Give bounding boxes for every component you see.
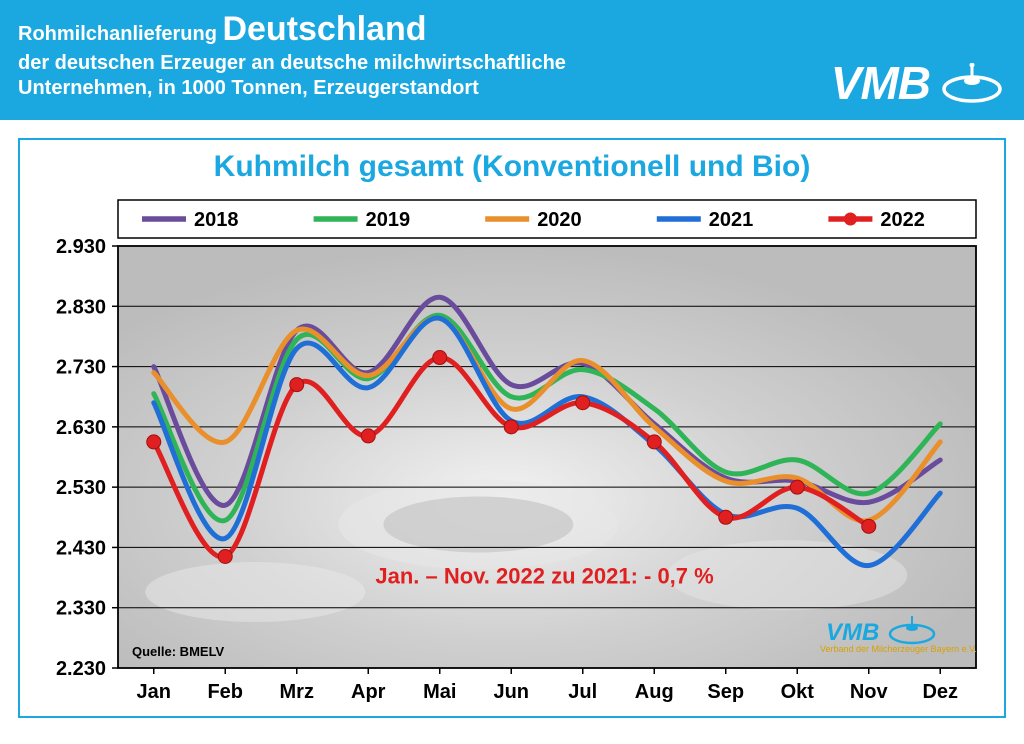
- vmb-logo-text: VMB: [831, 56, 930, 110]
- header-big: Deutschland: [222, 10, 426, 48]
- svg-text:2.930: 2.930: [56, 236, 106, 258]
- svg-text:2.730: 2.730: [56, 357, 106, 379]
- svg-text:Nov: Nov: [850, 681, 889, 703]
- svg-text:2019: 2019: [366, 209, 411, 231]
- svg-text:VMB: VMB: [826, 619, 879, 646]
- svg-text:2.230: 2.230: [56, 658, 106, 680]
- svg-text:2022: 2022: [880, 209, 925, 231]
- chart-title: Kuhmilch gesamt (Konventionell und Bio): [20, 150, 1004, 184]
- svg-text:Jul: Jul: [568, 681, 597, 703]
- chart-area: 2.230 2.330 2.430 2.530 2.630 2.730 2.830 2.930…: [30, 192, 994, 712]
- svg-text:2.430: 2.430: [56, 537, 106, 559]
- svg-text:2021: 2021: [709, 209, 754, 231]
- svg-text:2.630: 2.630: [56, 417, 106, 439]
- svg-text:Dez: Dez: [922, 681, 958, 703]
- svg-text:2018: 2018: [194, 209, 239, 231]
- header-line1: Rohmilchanlieferung Deutschland: [18, 10, 1006, 49]
- chart-svg: 2.230 2.330 2.430 2.530 2.630 2.730 2.830 2.930…: [30, 192, 990, 712]
- header-prefix: Rohmilchanlieferung: [18, 23, 222, 45]
- svg-text:2.330: 2.330: [56, 598, 106, 620]
- svg-text:2.530: 2.530: [56, 477, 106, 499]
- svg-text:2.830: 2.830: [56, 296, 106, 318]
- svg-text:Okt: Okt: [781, 681, 815, 703]
- svg-text:Verband der Milcherzeuger Baye: Verband der Milcherzeuger Bayern e.V.: [820, 644, 977, 654]
- svg-text:Aug: Aug: [635, 681, 674, 703]
- svg-text:Feb: Feb: [207, 681, 243, 703]
- svg-text:Sep: Sep: [707, 681, 744, 703]
- header-banner: Rohmilchanlieferung Deutschland der deut…: [0, 0, 1024, 120]
- vmb-logo-icon: [940, 63, 1004, 103]
- svg-text:2020: 2020: [537, 209, 582, 231]
- svg-text:Jan: Jan: [137, 681, 171, 703]
- svg-text:Quelle: BMELV: Quelle: BMELV: [132, 644, 225, 659]
- svg-text:Mrz: Mrz: [280, 681, 314, 703]
- svg-text:Jun: Jun: [493, 681, 529, 703]
- svg-text:Mai: Mai: [423, 681, 456, 703]
- svg-text:Apr: Apr: [351, 681, 386, 703]
- chart-container: Kuhmilch gesamt (Konventionell und Bio) …: [18, 138, 1006, 718]
- header-logo: VMB: [831, 56, 1004, 110]
- svg-text:Jan. – Nov. 2022 zu 2021: - 0,: Jan. – Nov. 2022 zu 2021: - 0,7 %: [375, 564, 713, 589]
